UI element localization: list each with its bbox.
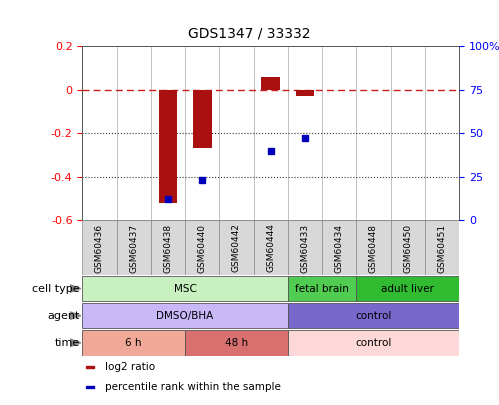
Text: GSM60440: GSM60440 — [198, 224, 207, 273]
Bar — [82, 276, 288, 301]
Text: cell type: cell type — [32, 284, 80, 294]
Text: log2 ratio: log2 ratio — [105, 362, 155, 372]
Text: GSM60434: GSM60434 — [335, 224, 344, 273]
Bar — [86, 386, 94, 388]
Text: GDS1347 / 33332: GDS1347 / 33332 — [188, 26, 311, 40]
Bar — [253, 220, 288, 275]
Bar — [356, 276, 459, 301]
Bar — [356, 220, 391, 275]
Bar — [82, 303, 288, 328]
Text: GSM60448: GSM60448 — [369, 224, 378, 273]
Bar — [193, 90, 212, 149]
Text: GSM60444: GSM60444 — [266, 224, 275, 273]
Text: GSM60437: GSM60437 — [129, 224, 138, 273]
Bar — [185, 330, 288, 356]
Bar — [117, 220, 151, 275]
Bar — [151, 220, 185, 275]
Text: GSM60433: GSM60433 — [300, 224, 309, 273]
Text: adult liver: adult liver — [381, 284, 434, 294]
Text: MSC: MSC — [174, 284, 197, 294]
Bar — [86, 367, 94, 368]
Bar — [322, 220, 356, 275]
Bar — [288, 303, 459, 328]
Text: agent: agent — [47, 311, 80, 321]
Bar — [261, 77, 280, 90]
Bar — [159, 90, 177, 203]
Text: DMSO/BHA: DMSO/BHA — [157, 311, 214, 321]
Bar — [220, 220, 253, 275]
Polygon shape — [70, 339, 81, 347]
Text: GSM60450: GSM60450 — [403, 224, 412, 273]
Bar — [82, 220, 117, 275]
Text: 6 h: 6 h — [125, 338, 142, 348]
Bar — [288, 220, 322, 275]
Text: fetal brain: fetal brain — [295, 284, 349, 294]
Polygon shape — [70, 312, 81, 320]
Bar — [391, 220, 425, 275]
Bar — [185, 220, 220, 275]
Bar — [288, 276, 356, 301]
Bar — [295, 90, 314, 96]
Text: GSM60436: GSM60436 — [95, 224, 104, 273]
Text: GSM60451: GSM60451 — [438, 224, 447, 273]
Text: 48 h: 48 h — [225, 338, 248, 348]
Text: time: time — [54, 338, 80, 348]
Text: GSM60442: GSM60442 — [232, 224, 241, 273]
Text: control: control — [355, 338, 392, 348]
Bar — [82, 330, 185, 356]
Text: percentile rank within the sample: percentile rank within the sample — [105, 382, 281, 392]
Polygon shape — [70, 285, 81, 292]
Text: GSM60438: GSM60438 — [164, 224, 173, 273]
Bar — [288, 330, 459, 356]
Bar — [425, 220, 459, 275]
Text: control: control — [355, 311, 392, 321]
